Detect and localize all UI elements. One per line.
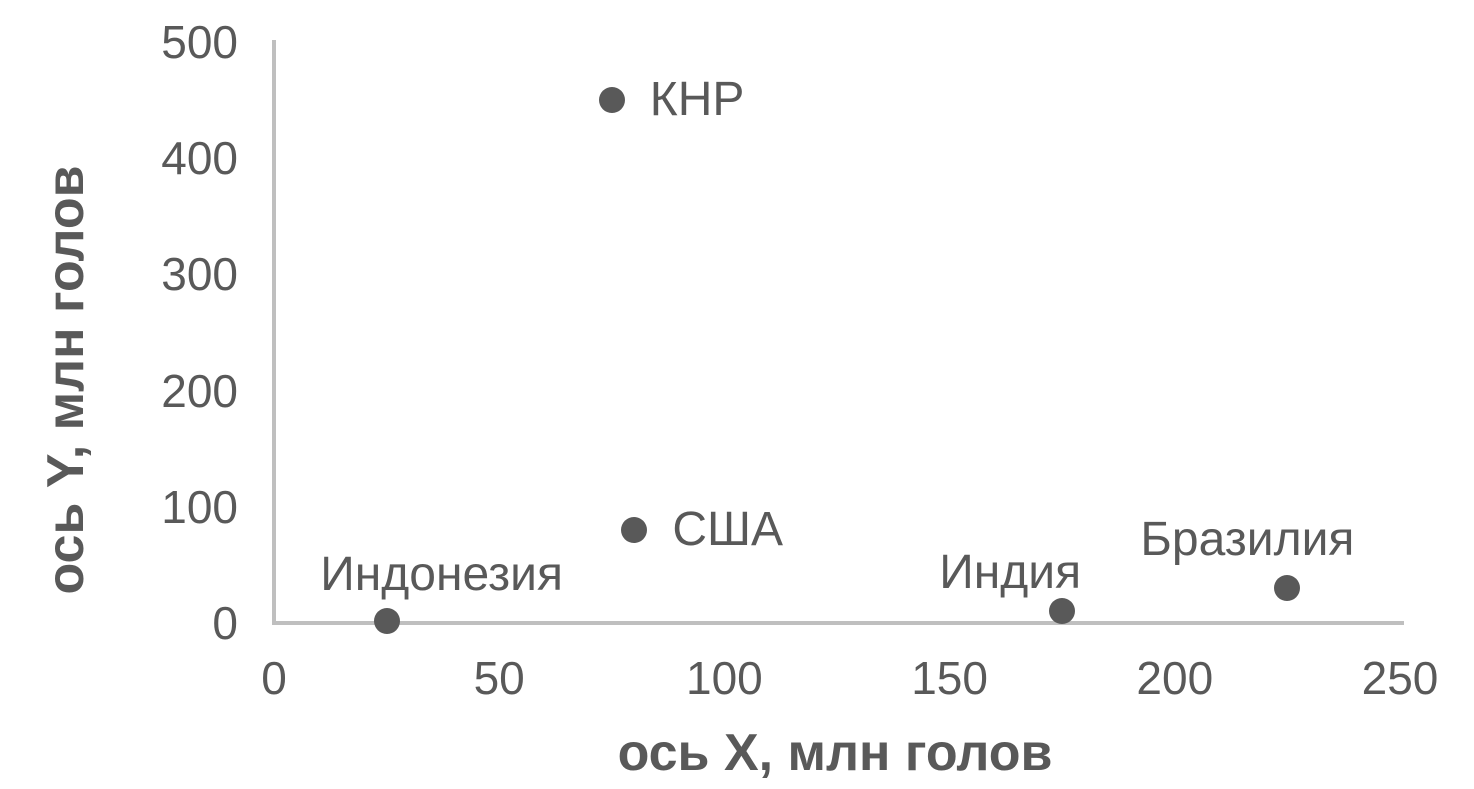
y-axis-tick-label: 100 xyxy=(161,480,238,533)
x-axis-tick-label: 250 xyxy=(1361,652,1439,704)
y-axis-tick-label: 400 xyxy=(161,132,238,185)
x-axis-tick-label: 50 xyxy=(473,652,525,704)
y-axis-line xyxy=(272,40,276,625)
data-point-Индия xyxy=(1049,598,1076,625)
x-axis-tick-label: 0 xyxy=(261,652,287,704)
data-point-КНР xyxy=(598,87,625,114)
data-point-Бразилия xyxy=(1274,575,1301,602)
data-point-Индонезия xyxy=(373,607,400,634)
x-axis-line xyxy=(272,621,1404,625)
x-axis-title: ось X, млн голов xyxy=(617,724,1053,782)
y-axis-tick-label: 200 xyxy=(161,364,238,417)
y-axis-tick-label: 500 xyxy=(161,16,238,68)
data-point-label-Бразилия: Бразилия xyxy=(1140,513,1355,567)
x-axis-tick-label: 200 xyxy=(1136,652,1214,704)
y-axis-tick-label: 0 xyxy=(212,597,238,649)
y-axis-title: ось Y, млн голов xyxy=(37,165,95,595)
data-point-label-Индия: Индия xyxy=(939,546,1082,600)
data-point-label-КНР: КНР xyxy=(649,73,745,127)
y-axis-tick-label: 300 xyxy=(161,248,238,301)
x-axis-tick-label: 150 xyxy=(911,652,988,704)
x-axis-tick-label: 100 xyxy=(686,652,763,704)
data-point-США xyxy=(621,517,648,544)
data-point-label-США: США xyxy=(672,503,783,557)
data-point-label-Индонезия: Индонезия xyxy=(320,547,563,601)
